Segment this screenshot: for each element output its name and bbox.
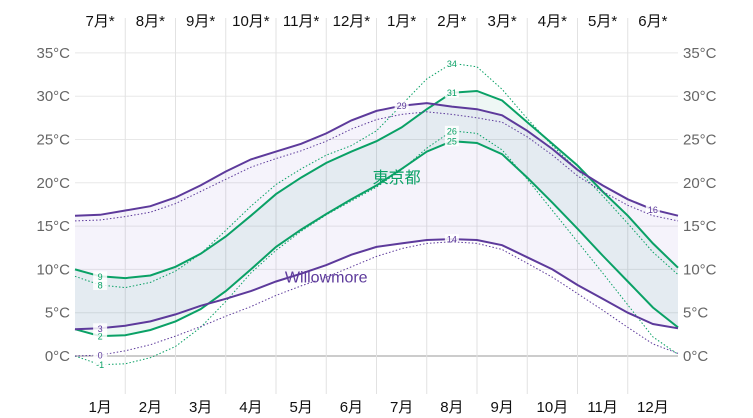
data-label-bg — [394, 100, 409, 111]
x-tick-top: 2月* — [437, 13, 466, 30]
data-label: 9 — [98, 272, 103, 282]
series-line-5 — [74, 238, 679, 331]
data-label: 14 — [447, 235, 457, 245]
series-line-7 — [74, 241, 679, 357]
data-label-bg — [444, 136, 459, 147]
series-line-6 — [74, 111, 679, 222]
data-label: -1 — [96, 360, 104, 370]
y-tick-left: 5°C — [45, 305, 70, 322]
x-tick-bottom: 1月 — [88, 399, 111, 416]
x-tick-top: 5月* — [588, 13, 617, 30]
y-tick-right: 25°C — [683, 132, 717, 149]
x-tick-top: 12月* — [333, 13, 371, 30]
data-label-bg — [93, 350, 108, 361]
data-label-bg — [444, 234, 459, 245]
y-tick-left: 30°C — [36, 88, 70, 105]
x-tick-top: 4月* — [538, 13, 567, 30]
series-annotation: 東京都 — [373, 169, 421, 187]
data-label-bg — [93, 271, 108, 282]
y-tick-left: 20°C — [36, 175, 70, 192]
x-tick-top: 9月* — [186, 13, 215, 30]
data-label-bg — [444, 125, 459, 136]
series-line-0 — [74, 89, 679, 280]
x-tick-bottom: 5月 — [289, 399, 312, 416]
x-tick-bottom: 4月 — [239, 399, 262, 416]
data-label-bg — [645, 204, 660, 215]
x-tick-top: 7月* — [86, 13, 115, 30]
x-tick-bottom: 6月 — [340, 399, 363, 416]
data-label: 16 — [648, 205, 658, 215]
x-tick-top: 3月* — [488, 13, 517, 30]
series-annotation: Willowmore — [285, 269, 368, 286]
data-label: 26 — [447, 126, 457, 136]
y-tick-left: 10°C — [36, 261, 70, 278]
y-tick-left: 15°C — [36, 218, 70, 235]
y-tick-left: 25°C — [36, 132, 70, 149]
series-line-4 — [74, 102, 679, 217]
data-label: 0 — [98, 351, 103, 361]
x-tick-bottom: 10月 — [537, 399, 569, 416]
x-tick-top: 1月* — [387, 13, 416, 30]
y-tick-right: 0°C — [683, 348, 708, 365]
data-label: 25 — [447, 137, 457, 147]
data-label: 3 — [98, 324, 103, 334]
data-label-bg — [93, 359, 108, 370]
y-tick-left: 0°C — [45, 348, 70, 365]
data-label-bg — [444, 87, 459, 98]
data-label: 31 — [447, 88, 457, 98]
x-tick-bottom: 3月 — [189, 399, 212, 416]
x-tick-top: 11月* — [283, 13, 320, 30]
x-tick-bottom: 11月 — [587, 399, 618, 416]
y-tick-right: 5°C — [683, 305, 708, 322]
data-label: 8 — [98, 280, 103, 290]
x-tick-top: 6月* — [638, 13, 667, 30]
y-tick-right: 30°C — [683, 88, 717, 105]
data-label-bg — [93, 323, 108, 334]
x-tick-bottom: 12月 — [637, 399, 669, 416]
data-label-bg — [93, 331, 108, 342]
x-tick-bottom: 7月 — [390, 399, 413, 416]
x-tick-top: 8月* — [136, 13, 165, 30]
willowmore-band — [75, 103, 678, 330]
x-tick-bottom: 8月 — [440, 399, 463, 416]
y-tick-right: 15°C — [683, 218, 717, 235]
data-label-bg — [444, 58, 459, 69]
y-tick-right: 35°C — [683, 45, 717, 62]
tokyo-band — [75, 91, 678, 337]
y-tick-left: 35°C — [36, 45, 70, 62]
data-label: 2 — [98, 332, 103, 342]
y-tick-right: 20°C — [683, 175, 717, 192]
series-line-3 — [74, 130, 679, 366]
x-tick-bottom: 9月 — [490, 399, 513, 416]
x-tick-bottom: 2月 — [139, 399, 162, 416]
data-label-bg — [93, 279, 108, 290]
x-tick-top: 10月* — [232, 13, 270, 30]
series-line-1 — [74, 140, 679, 338]
data-label: 29 — [397, 101, 407, 111]
data-label: 34 — [447, 59, 457, 69]
y-tick-right: 10°C — [683, 261, 717, 278]
